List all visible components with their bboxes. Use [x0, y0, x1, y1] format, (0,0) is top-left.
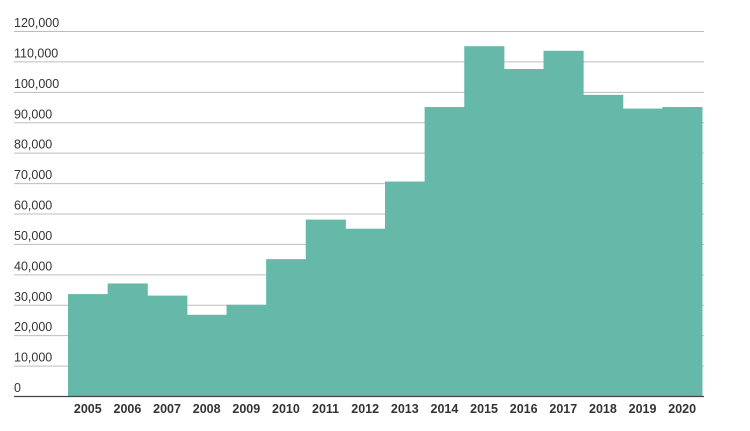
- bar: [345, 228, 386, 396]
- bar: [424, 107, 465, 397]
- x-tick-label: 2014: [431, 402, 459, 416]
- x-tick-label: 2018: [589, 402, 617, 416]
- x-tick-label: 2007: [153, 402, 181, 416]
- x-tick-label: 2011: [312, 402, 339, 416]
- bar: [583, 94, 624, 396]
- bar: [503, 69, 544, 396]
- x-tick-label: 2012: [351, 402, 379, 416]
- x-tick-label: 2006: [114, 402, 142, 416]
- bar: [107, 283, 148, 396]
- bars: [68, 46, 703, 397]
- bar: [305, 219, 346, 396]
- x-tick-label: 2009: [232, 402, 260, 416]
- bar: [662, 107, 703, 397]
- x-tick-label: 2005: [74, 402, 102, 416]
- y-tick-label: 120,000: [14, 16, 59, 30]
- x-axis-tick-labels: 2005 2006 2007 2008 2009 2010 2011 2012 2013 2014…: [74, 402, 696, 416]
- bar: [464, 46, 505, 396]
- y-tick-label: 10,000: [14, 351, 52, 365]
- y-tick-label: 90,000: [14, 107, 52, 121]
- y-tick-label: 70,000: [14, 168, 52, 182]
- y-tick-label: 110,000: [14, 46, 58, 60]
- x-tick-label: 2015: [470, 402, 498, 416]
- x-tick-label: 2008: [193, 402, 221, 416]
- bar: [226, 304, 267, 396]
- y-tick-label: 20,000: [14, 320, 52, 334]
- y-tick-label: 50,000: [14, 229, 52, 243]
- y-tick-label: 0: [14, 381, 21, 395]
- y-tick-label: 60,000: [14, 199, 52, 213]
- bar: [147, 295, 188, 396]
- y-axis-tick-labels: 0 10,000 20,000 30,000 40,000 50,000 60,000 70,…: [14, 16, 59, 395]
- y-tick-label: 30,000: [14, 290, 52, 304]
- y-tick-label: 80,000: [14, 138, 52, 152]
- y-tick-label: 40,000: [14, 259, 52, 273]
- x-tick-label: 2017: [549, 402, 577, 416]
- x-tick-label: 2019: [629, 402, 657, 416]
- bar: [266, 259, 307, 396]
- bar: [385, 181, 426, 396]
- x-tick-label: 2010: [272, 402, 300, 416]
- x-tick-label: 2016: [510, 402, 538, 416]
- bar: [543, 50, 584, 396]
- bar: [186, 314, 227, 396]
- bar: [622, 108, 663, 396]
- x-tick-label: 2013: [391, 402, 419, 416]
- y-tick-label: 100,000: [14, 77, 59, 91]
- bar: [68, 294, 109, 396]
- x-tick-label: 2020: [668, 402, 696, 416]
